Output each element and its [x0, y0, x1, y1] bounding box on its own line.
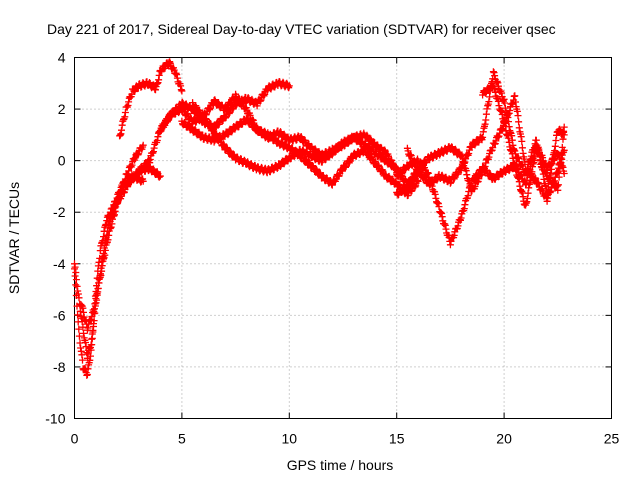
data-point-markers [77, 141, 147, 334]
data-point-markers [479, 81, 568, 209]
data-point-markers [71, 171, 147, 379]
series-track-11 [393, 92, 568, 205]
chart-title: Day 221 of 2017, Sidereal Day-to-day VTE… [47, 21, 556, 37]
x-tick-label: 0 [71, 431, 79, 447]
series-track-9 [393, 142, 568, 249]
y-tick-label: -2 [53, 204, 66, 220]
series-track-8 [189, 99, 401, 177]
series-track-2 [71, 171, 147, 379]
axis-ticks [74, 57, 612, 419]
grid-lines [74, 57, 612, 419]
y-tick-label: -8 [53, 359, 66, 375]
series-track-7 [178, 114, 422, 200]
x-tick-label: 10 [282, 431, 298, 447]
series-track-4 [116, 58, 186, 140]
y-tick-label: -6 [53, 307, 66, 323]
data-points [71, 58, 568, 379]
y-tick-label: 0 [58, 153, 66, 169]
data-point-markers [178, 114, 422, 200]
x-tick-label: 20 [496, 431, 512, 447]
y-tick-label: -4 [53, 256, 66, 272]
x-tick-label: 25 [604, 431, 620, 447]
y-axis-label: SDTVAR / TECUs [6, 182, 22, 294]
data-point-markers [393, 92, 568, 205]
y-tick-label: 4 [58, 50, 66, 66]
data-point-markers [116, 58, 186, 140]
x-tick-label: 15 [389, 431, 405, 447]
y-tick-label: -10 [45, 411, 65, 427]
data-point-markers [393, 142, 568, 249]
y-tick-label: 2 [58, 101, 66, 117]
x-tick-label: 5 [178, 431, 186, 447]
plot-frame [74, 57, 612, 419]
tick-labels: 0 5 10 15 20 25 -10 -8 -6 -4 -2 0 2 4 [45, 50, 619, 447]
series-track-3 [77, 141, 147, 334]
x-axis-label: GPS time / hours [287, 457, 394, 473]
series-track-12 [479, 81, 568, 209]
data-point-markers [189, 99, 401, 177]
